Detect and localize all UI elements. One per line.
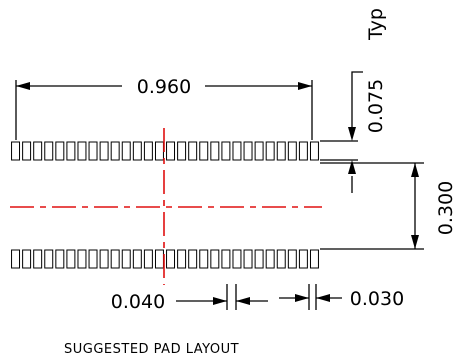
- bottom-pad: [210, 249, 220, 269]
- bottom-pad: [309, 249, 319, 269]
- centerlines: [10, 128, 322, 285]
- bottom-pad: [33, 249, 43, 269]
- bottom-pad: [110, 249, 120, 269]
- top-pad: [221, 141, 231, 161]
- bottom-pad-row: [11, 249, 319, 269]
- top-pad-row: [11, 141, 319, 161]
- bottom-pad: [55, 249, 65, 269]
- top-pad: [254, 141, 264, 161]
- top-pad: [88, 141, 98, 161]
- drawing-caption: SUGGESTED PAD LAYOUT: [64, 342, 239, 357]
- row-spacing-dimension: 0.300: [320, 162, 456, 250]
- pad-gap-dimension: 0.030: [279, 284, 404, 310]
- bottom-pad: [44, 249, 54, 269]
- top-pad: [210, 141, 220, 161]
- bottom-pad: [11, 249, 21, 269]
- row-length-label: 0.960: [137, 76, 191, 98]
- bottom-pad: [232, 249, 242, 269]
- top-pad: [132, 141, 142, 161]
- top-pad: [66, 141, 76, 161]
- top-pad: [11, 141, 21, 161]
- pad-pitch-label: 0.040: [111, 291, 165, 313]
- bottom-pad: [199, 249, 209, 269]
- bottom-pad: [254, 249, 264, 269]
- top-pad: [143, 141, 153, 161]
- top-pad: [110, 141, 120, 161]
- bottom-pad: [298, 249, 308, 269]
- top-pad: [265, 141, 275, 161]
- top-pad: [44, 141, 54, 161]
- bottom-pad: [265, 249, 275, 269]
- bottom-pad: [99, 249, 109, 269]
- top-pad: [121, 141, 131, 161]
- bottom-pad: [166, 249, 176, 269]
- bottom-pad: [22, 249, 32, 269]
- row-spacing-label: 0.300: [435, 181, 456, 235]
- bottom-pad: [276, 249, 286, 269]
- row-length-dimension: 0.960: [15, 76, 313, 140]
- top-pad: [33, 141, 43, 161]
- bottom-pad: [88, 249, 98, 269]
- top-pad: [177, 141, 187, 161]
- bottom-pad: [188, 249, 198, 269]
- bottom-pad: [221, 249, 231, 269]
- bottom-pad: [77, 249, 87, 269]
- bottom-pad: [132, 249, 142, 269]
- bottom-pad: [121, 249, 131, 269]
- top-pad: [188, 141, 198, 161]
- top-pad: [166, 141, 176, 161]
- top-pad: [276, 141, 286, 161]
- top-pad: [22, 141, 32, 161]
- bottom-pad: [177, 249, 187, 269]
- pad-width-label: 0.075: [365, 79, 387, 133]
- pad-pitch-dimension: 0.040: [111, 284, 268, 313]
- top-pad: [55, 141, 65, 161]
- pad-gap-label: 0.030: [350, 288, 404, 310]
- bottom-pad: [66, 249, 76, 269]
- bottom-pad: [143, 249, 153, 269]
- top-pad: [232, 141, 242, 161]
- top-pad: [287, 141, 297, 161]
- top-pad: [77, 141, 87, 161]
- top-pad: [99, 141, 109, 161]
- top-pad: [309, 141, 319, 161]
- top-pad: [243, 141, 253, 161]
- bottom-pad: [287, 249, 297, 269]
- top-pad: [298, 141, 308, 161]
- top-pad: [154, 141, 164, 161]
- bottom-pad: [243, 249, 253, 269]
- top-pad: [199, 141, 209, 161]
- typ-note: Typ: [365, 8, 387, 41]
- pad-width-dimension: 0.075 Typ: [320, 8, 387, 193]
- bottom-pad: [154, 249, 164, 269]
